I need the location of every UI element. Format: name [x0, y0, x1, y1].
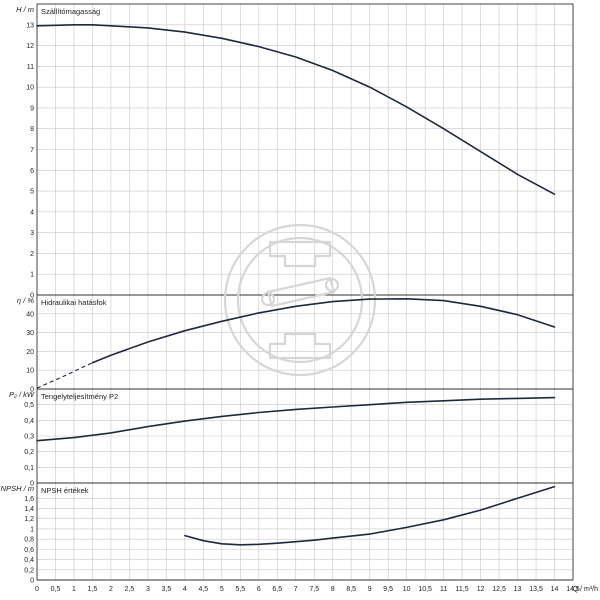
x-tick-label: 2,5	[125, 586, 135, 593]
y-tick-label: 0,4	[24, 418, 34, 425]
y-tick-label: 1	[30, 272, 34, 279]
y-tick-label: 4	[30, 209, 34, 216]
y-tick-label: 12	[26, 43, 34, 50]
x-tick-label: 2	[109, 586, 113, 593]
y-tick-label: 3	[30, 230, 34, 237]
y-tick-label: 10	[26, 368, 34, 375]
y-tick-label: 0,2	[24, 449, 34, 456]
x-tick-label: 8,5	[346, 586, 356, 593]
y-axis-label: P₂ / kW	[9, 390, 35, 399]
y-tick-label: 0	[30, 293, 34, 300]
x-tick-label: 12	[477, 586, 485, 593]
grid-layer	[36, 3, 574, 581]
y-tick-label: 0	[30, 578, 34, 585]
y-tick-label: 0,4	[24, 557, 34, 564]
x-tick-label: 8	[331, 586, 335, 593]
x-tick-label: 6,5	[272, 586, 282, 593]
x-tick-label: 10	[403, 586, 411, 593]
panel-title: Szállítómagasság	[41, 7, 100, 16]
x-tick-label: 9,5	[383, 586, 393, 593]
y-tick-label: 30	[26, 330, 34, 337]
chart-frame	[36, 3, 574, 581]
x-tick-label: 7,5	[309, 586, 319, 593]
y-tick-label: 13	[26, 22, 34, 29]
y-tick-label: 0,8	[24, 537, 34, 544]
y-axis-label: H / m	[16, 5, 34, 14]
x-tick-label: 6	[257, 586, 261, 593]
text-layer: 0 0,5 1 1,5 2 2,5 3 3,5 4 4,5 5 5,5 6 6,5 7 7,5 8 8,5 9 9,5…	[1, 5, 598, 593]
y-tick-label: 6	[30, 168, 34, 175]
x-tick-label: 1,5	[88, 586, 98, 593]
x-tick-label: 14	[551, 586, 559, 593]
x-tick-label: 3	[146, 586, 150, 593]
y-tick-label: 0,6	[24, 547, 34, 554]
npsh-curve	[184, 485, 556, 546]
efficiency-curve	[91, 298, 556, 364]
x-tick-label: 11,5	[456, 586, 469, 593]
y-tick-label: 1	[30, 526, 34, 533]
y-tick-label: 9	[30, 105, 34, 112]
head-curve	[36, 24, 556, 195]
x-tick-label: 4	[183, 586, 187, 593]
x-tick-label: 1	[72, 586, 76, 593]
watermark-logo	[223, 223, 377, 377]
x-axis-label: Q / m³/h	[573, 586, 598, 593]
power-curve	[36, 396, 556, 442]
x-tick-label: 3,5	[162, 586, 172, 593]
y-tick-label: 7	[30, 147, 34, 154]
y-axis-label: NPSH / m	[1, 484, 34, 493]
y-tick-label: 1,6	[24, 496, 34, 503]
x-tick-label: 0	[35, 586, 39, 593]
y-tick-label: 0,1	[24, 465, 34, 472]
x-tick-label: 9	[368, 586, 372, 593]
y-tick-label: 40	[26, 311, 34, 318]
y-tick-label: 0	[30, 481, 34, 488]
efficiency-extrapolated-curve	[36, 362, 93, 389]
x-tick-label: 5	[220, 586, 224, 593]
y-tick-label: 0,5	[24, 402, 34, 409]
x-tick-label: 13	[514, 586, 522, 593]
y-tick-label: 5	[30, 189, 34, 196]
y-tick-label: 11	[27, 64, 34, 71]
y-tick-label: 0,3	[24, 434, 34, 441]
y-tick-label: 10	[26, 85, 34, 92]
x-tick-label: 5,5	[235, 586, 245, 593]
panel-title: NPSH értékek	[41, 486, 89, 495]
x-tick-label: 10,5	[418, 586, 432, 593]
x-tick-label: 13,5	[529, 586, 543, 593]
y-axis-label: η / %	[17, 296, 34, 305]
x-tick-label: 0,5	[51, 586, 61, 593]
panel-title: Tengelyteljesítmény P2	[41, 392, 118, 401]
panel-title: Hidraulikai hatásfok	[41, 298, 107, 307]
x-tick-label: 7	[294, 586, 298, 593]
x-tick-label: 12,5	[492, 586, 506, 593]
y-tick-label: 0,2	[24, 567, 34, 574]
y-tick-label: 2	[30, 251, 34, 258]
x-tick-label: 4,5	[198, 586, 208, 593]
y-tick-label: 1,2	[24, 516, 34, 523]
curve-layer	[36, 24, 556, 546]
y-tick-label: 0	[30, 387, 34, 394]
y-tick-label: 20	[26, 349, 34, 356]
x-tick-label: 14,5	[566, 586, 580, 593]
y-tick-label: 8	[30, 126, 34, 133]
x-tick-label: 11	[440, 586, 447, 593]
y-tick-label: 1,4	[24, 506, 34, 513]
